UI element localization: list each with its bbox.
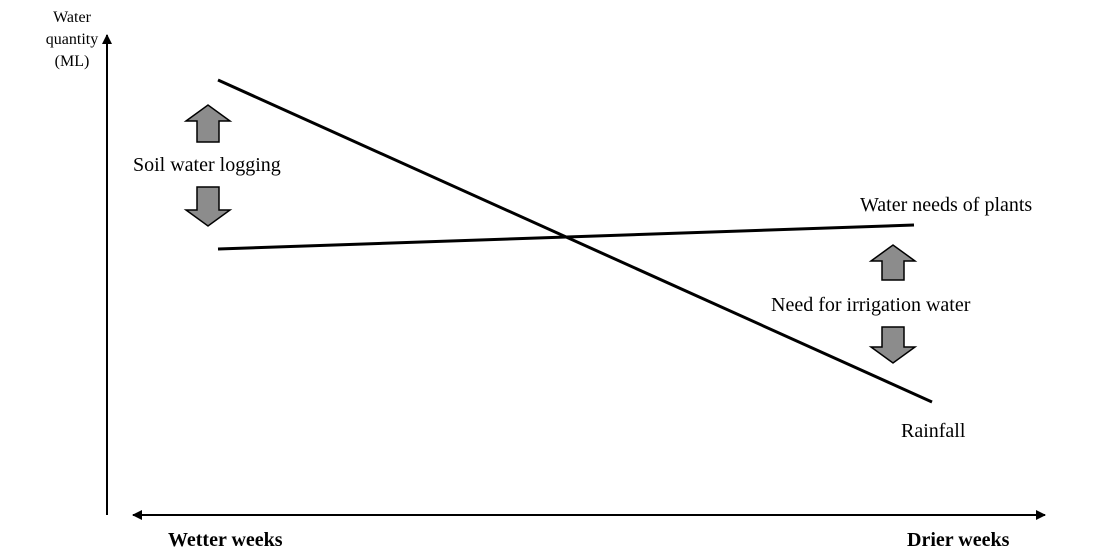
down-arrow — [868, 326, 918, 364]
y-axis-label: quantity — [46, 31, 98, 48]
y-axis-label: (ML) — [55, 53, 90, 70]
line-label: Rainfall — [901, 420, 966, 442]
y-axis-label: Water — [53, 9, 91, 26]
down-arrow — [183, 186, 233, 227]
region-label: Need for irrigation water — [771, 294, 971, 316]
region-label: Soil water logging — [133, 154, 281, 176]
up-arrow — [868, 244, 918, 281]
up-arrow — [183, 104, 233, 143]
x-axis-left-label: Wetter weeks — [168, 529, 283, 551]
x-axis-right-label: Drier weeks — [907, 529, 1010, 551]
line-label: Water needs of plants — [860, 194, 1032, 216]
rainfall-line — [217, 78, 933, 404]
water-needs-line — [217, 223, 915, 251]
